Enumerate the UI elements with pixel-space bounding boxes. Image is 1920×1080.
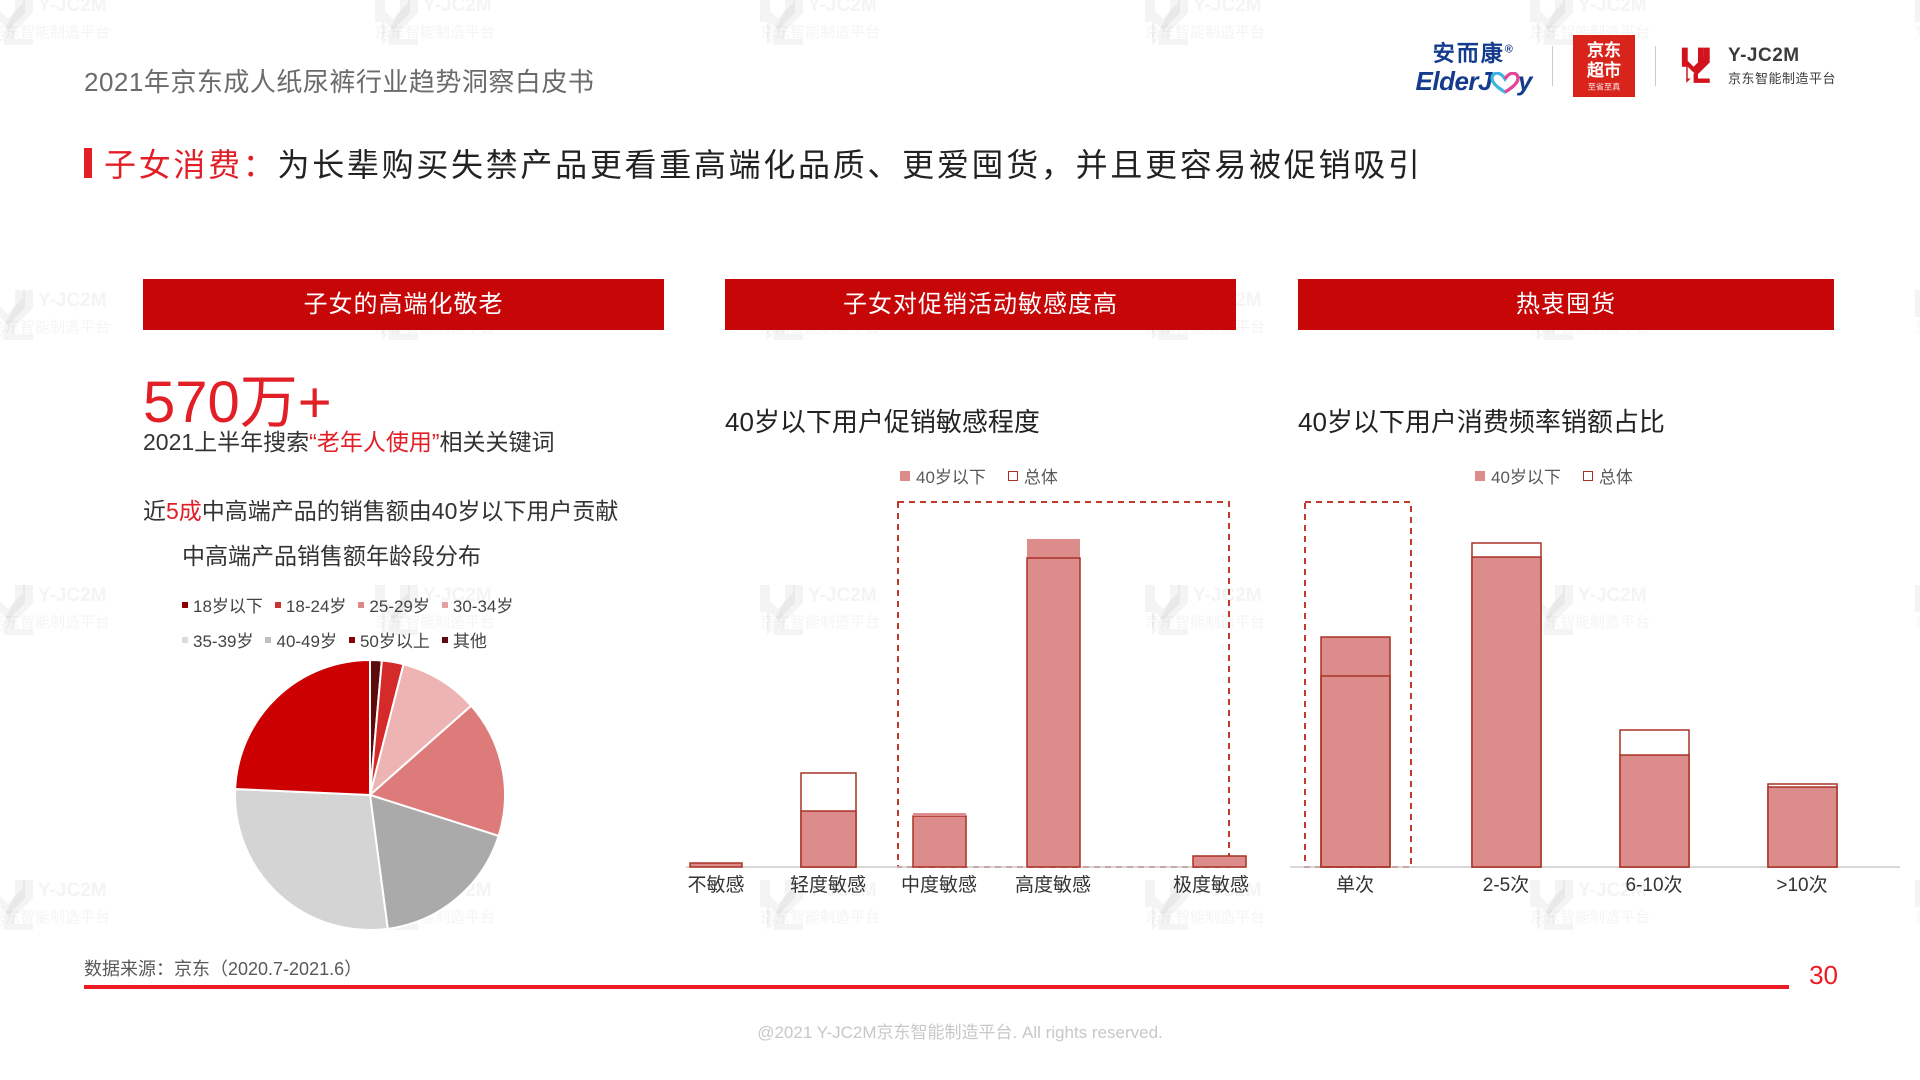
svg-text:极度敏感: 极度敏感	[1173, 874, 1249, 896]
svg-text:单次: 单次	[1336, 874, 1374, 896]
svg-text:轻度敏感: 轻度敏感	[790, 874, 866, 896]
svg-text:6-10次: 6-10次	[1625, 874, 1682, 896]
svg-text:高度敏感: 高度敏感	[1015, 874, 1091, 896]
svg-text:2-5次: 2-5次	[1483, 874, 1529, 896]
svg-text:不敏感: 不敏感	[687, 874, 744, 896]
svg-text:>10次: >10次	[1776, 874, 1827, 896]
svg-text:中度敏感: 中度敏感	[901, 874, 977, 896]
